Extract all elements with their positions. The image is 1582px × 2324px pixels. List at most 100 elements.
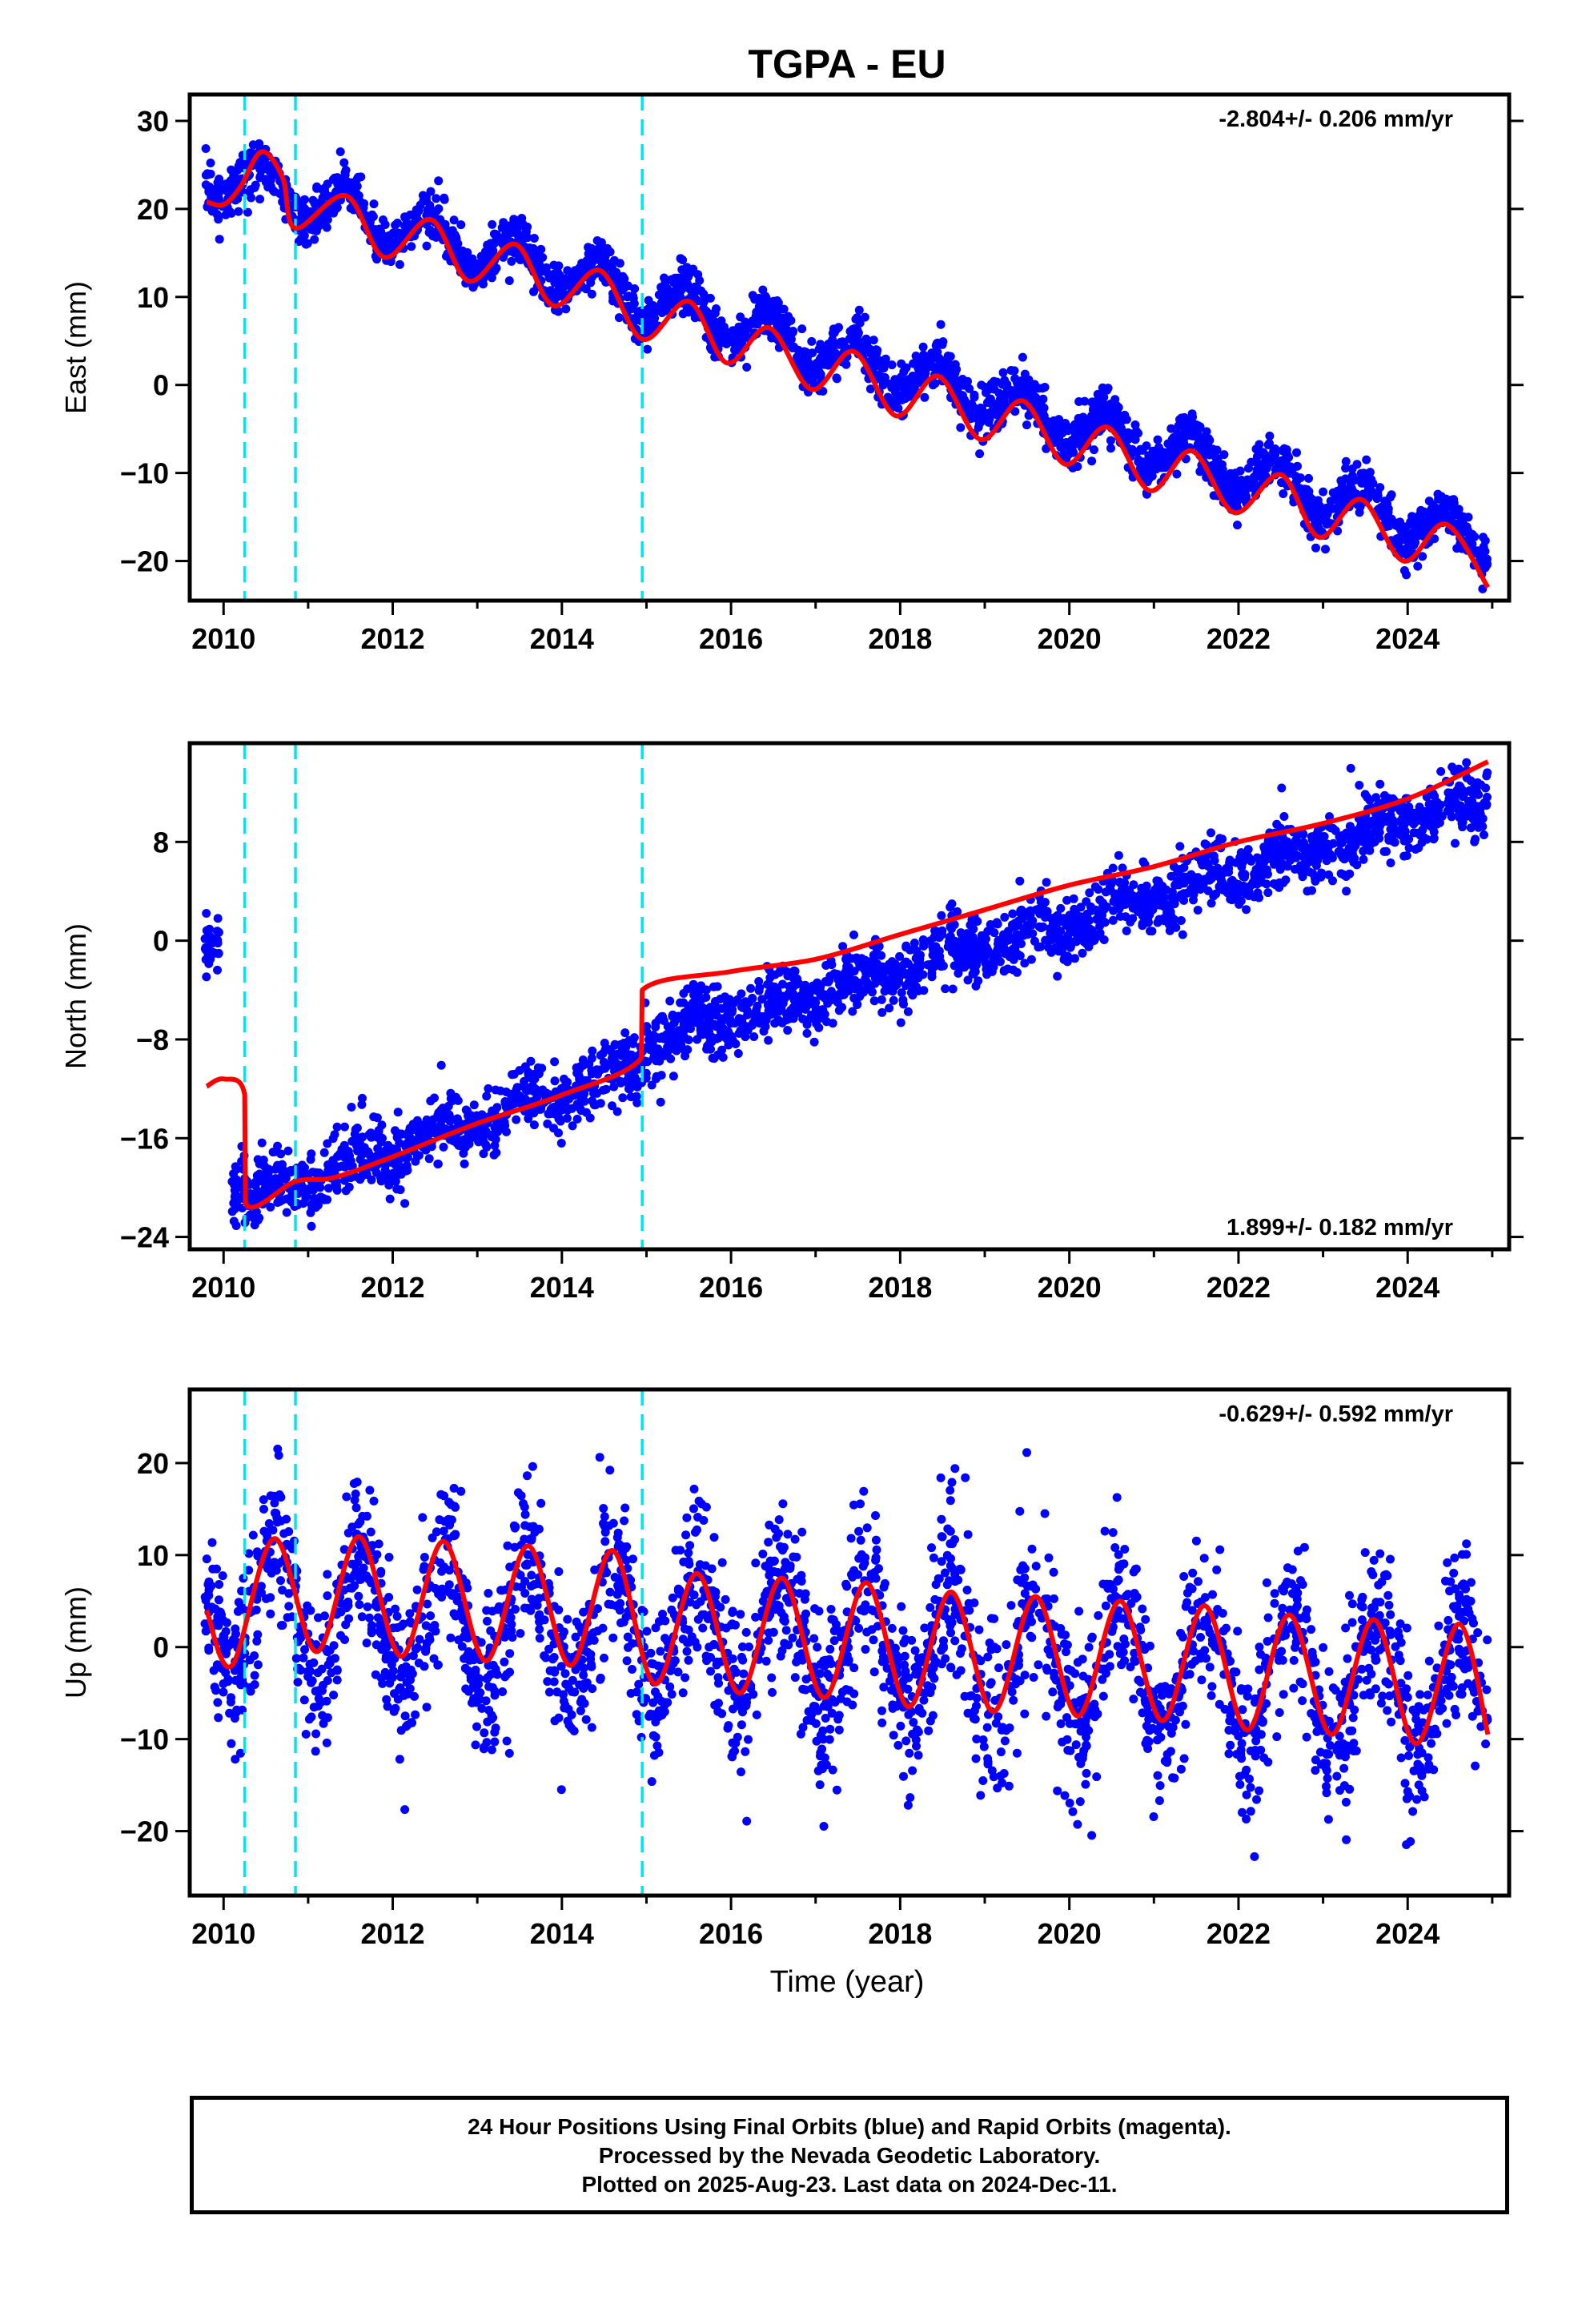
plot-frame-east: [187, 92, 1512, 603]
data-point: [676, 998, 685, 1007]
data-point: [970, 390, 979, 400]
data-point: [1026, 383, 1035, 392]
data-point: [657, 308, 667, 317]
data-point: [986, 408, 996, 417]
data-point: [937, 911, 946, 920]
data-point: [1123, 892, 1133, 902]
data-point: [934, 947, 944, 956]
data-point: [783, 1026, 793, 1035]
data-point: [1066, 941, 1076, 951]
data-point: [1223, 864, 1233, 874]
data-point: [962, 945, 971, 955]
data-point: [880, 373, 889, 382]
data-point: [941, 984, 950, 994]
data-point: [937, 339, 946, 348]
data-point: [1375, 779, 1385, 789]
data-point: [1280, 861, 1290, 870]
data-point: [328, 1134, 338, 1144]
data-point: [1209, 891, 1219, 901]
data-point: [683, 270, 692, 279]
data-point: [1112, 890, 1122, 899]
data-point: [205, 924, 215, 934]
data-point: [1301, 500, 1311, 509]
data-point: [585, 1113, 595, 1123]
data-point: [1323, 840, 1333, 850]
data-point: [1337, 491, 1347, 501]
data-point: [1078, 948, 1087, 958]
data-point: [779, 304, 789, 314]
data-point: [967, 915, 977, 924]
data-point: [1299, 866, 1309, 876]
data-point: [1059, 935, 1069, 944]
data-point: [1341, 456, 1351, 466]
data-point: [680, 1008, 689, 1017]
data-point: [1342, 887, 1351, 896]
data-point: [789, 1003, 798, 1012]
data-point: [1435, 800, 1445, 810]
data-point: [584, 243, 593, 252]
data-point: [998, 368, 1008, 377]
data-point: [572, 1114, 582, 1124]
data-point: [970, 967, 979, 975]
data-point: [229, 1169, 239, 1179]
data-point: [764, 1035, 773, 1045]
data-point: [401, 1153, 411, 1163]
data-point: [206, 159, 215, 167]
data-point: [742, 363, 752, 372]
data-point: [1319, 487, 1328, 497]
data-point: [1311, 543, 1320, 553]
data-point: [1292, 448, 1301, 457]
data-point: [914, 374, 924, 384]
data-point: [588, 1096, 597, 1106]
data-point: [1098, 907, 1107, 916]
data-point: [741, 997, 750, 1007]
data-point: [1241, 889, 1251, 899]
data-point: [612, 1107, 622, 1116]
x-tick-label: 2016: [699, 622, 763, 655]
data-point: [1321, 545, 1330, 554]
data-point: [339, 158, 349, 167]
data-point: [709, 1054, 719, 1063]
data-point: [812, 359, 821, 368]
data-point: [889, 995, 898, 1005]
data-point: [308, 1185, 318, 1195]
data-point: [596, 1099, 605, 1108]
data-point: [231, 1221, 241, 1230]
data-point: [592, 1065, 601, 1075]
data-point: [359, 199, 368, 209]
data-point: [683, 1045, 693, 1055]
data-point: [934, 952, 944, 962]
data-point: [491, 1085, 500, 1095]
data-point: [560, 1074, 568, 1084]
data-point: [1028, 916, 1038, 926]
data-point: [651, 1023, 661, 1031]
data-point: [895, 951, 905, 961]
data-point: [881, 354, 890, 364]
data-point: [1393, 541, 1403, 550]
data-point: [1431, 503, 1440, 513]
data-point: [596, 1051, 605, 1060]
data-point: [1451, 838, 1460, 848]
data-point: [469, 1100, 479, 1110]
data-point: [1380, 513, 1390, 523]
data-point: [672, 1046, 681, 1055]
data-point: [918, 970, 928, 979]
data-point: [1253, 888, 1263, 898]
data-point: [1232, 497, 1242, 507]
data-point: [1367, 487, 1377, 497]
data-point: [405, 210, 415, 219]
data-point: [1152, 876, 1162, 886]
data-point: [682, 263, 692, 272]
data-point: [887, 360, 897, 370]
data-point: [301, 239, 311, 249]
data-point: [434, 176, 444, 186]
data-point: [868, 987, 877, 997]
data-point: [1341, 474, 1351, 484]
data-point: [299, 1199, 308, 1208]
data-point: [1138, 857, 1148, 866]
data-point: [1118, 863, 1127, 873]
data-point: [1362, 455, 1371, 464]
data-point: [789, 1014, 798, 1023]
data-point: [1321, 515, 1331, 525]
data-point: [1404, 541, 1413, 551]
